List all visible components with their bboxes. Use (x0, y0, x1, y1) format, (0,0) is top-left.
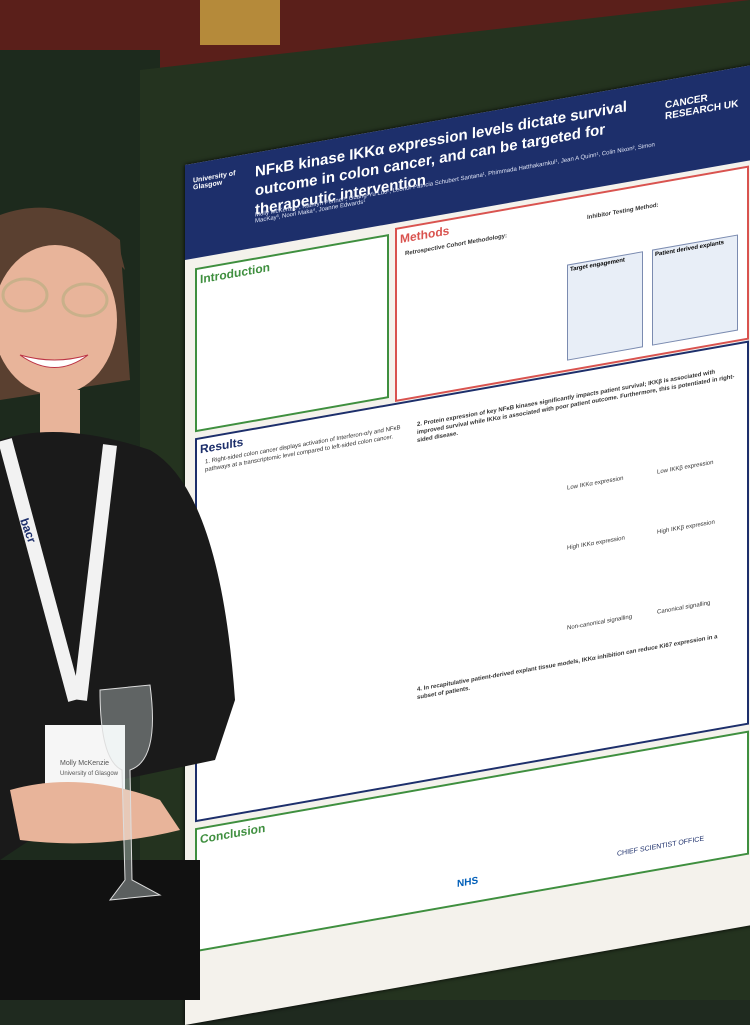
wine-glass (99, 684, 162, 901)
badge-affiliation: University of Glasgow (60, 771, 119, 777)
fringe (0, 207, 125, 270)
hands (10, 782, 180, 844)
smile (19, 354, 89, 368)
badge-name: Molly McKenzie (60, 760, 109, 767)
gold-pillar (200, 0, 280, 45)
lanyard (0, 438, 117, 702)
neck (40, 390, 80, 440)
person: bacr Molly McKenzie University of Glasgo… (0, 207, 235, 1000)
trousers (0, 860, 200, 1000)
glasses-left (1, 277, 49, 313)
glasses-right (61, 282, 109, 318)
